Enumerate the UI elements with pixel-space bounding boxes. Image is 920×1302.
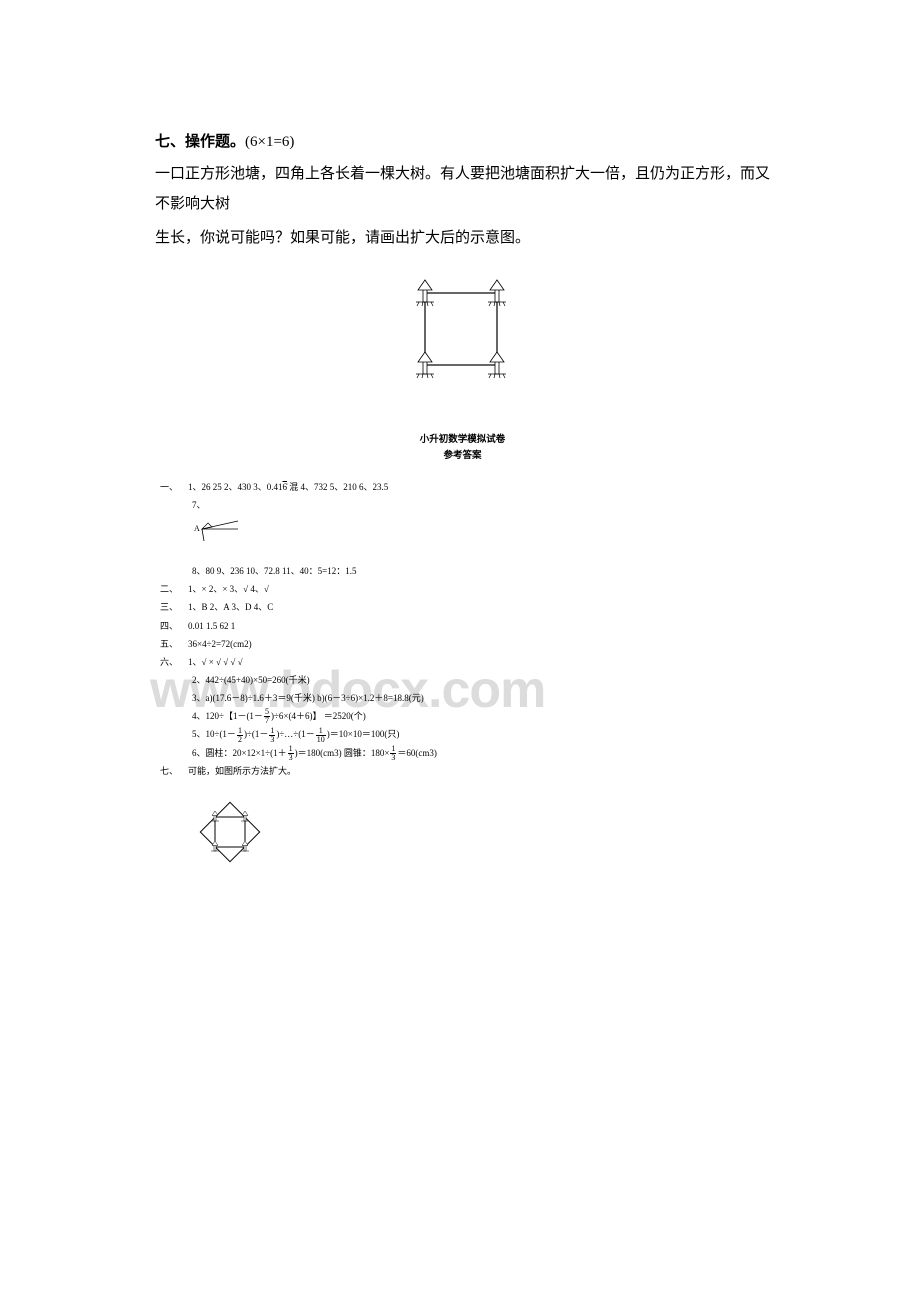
answer-3: 三、1、B 2、A 3、D 4、C <box>160 599 770 616</box>
fraction-1-3a: 13 <box>288 745 294 762</box>
section-7-header: 七、操作题。(6×1=6) <box>155 130 770 151</box>
answer-6-1: 六、1、√ × √ √ √ √ <box>160 654 770 671</box>
fraction-1-2: 12 <box>237 727 243 744</box>
answer-4-content: 0.01 1.5 62 1 <box>188 621 235 631</box>
section-7-score: (6×1=6) <box>245 134 294 150</box>
answer-4: 四、0.01 1.5 62 1 <box>160 618 770 635</box>
fraction-1-3: 13 <box>269 727 275 744</box>
answer-5-content: 36×4÷2=72(cm2) <box>188 639 252 649</box>
fraction-5-7: 57 <box>264 708 270 725</box>
fraction-1-3b: 13 <box>390 745 396 762</box>
answer-6-4: 4、120÷【1－(1－57)÷6×(4＋6)】 ＝2520(个) <box>160 708 770 725</box>
fraction-1-10: 110 <box>316 727 326 744</box>
question-line-1: 一口正方形池塘，四角上各长着一棵大树。有人要把池塘面积扩大一倍，且仍为正方形，而… <box>155 159 770 219</box>
answer-6-3: 3、a)(17.6－8)÷1.6＋3＝9(千米) b)(6－3÷6)×1.2＋8… <box>160 690 770 707</box>
answer-1-8: 8、80 9、236 10、72.8 11、40：5=12：1.5 <box>160 563 770 580</box>
section-7-title: 七、操作题。 <box>155 134 245 150</box>
answer-1-line1: 一、1、26 25 2、430 3、0.416̇ 混 4、732 5、210 6… <box>160 479 770 496</box>
section-6-label: 六、 <box>160 654 188 671</box>
square-pond-diagram <box>393 271 533 391</box>
section-5-label: 五、 <box>160 636 188 653</box>
answer-6-5c: )÷…÷(1－ <box>276 729 314 739</box>
answer-6-5b: )÷(1－ <box>244 729 268 739</box>
answer-2: 二、1、× 2、× 3、√ 4、√ <box>160 581 770 598</box>
section-3-label: 三、 <box>160 599 188 616</box>
answer-5: 五、36×4÷2=72(cm2) <box>160 636 770 653</box>
section-4-label: 四、 <box>160 618 188 635</box>
question-line-2: 生长，你说可能吗？如果可能，请画出扩大后的示意图。 <box>155 223 770 253</box>
document-content: 七、操作题。(6×1=6) 一口正方形池塘，四角上各长着一棵大树。有人要把池塘面… <box>155 130 770 884</box>
answer-6-6: 6、圆柱：20×12×1÷(1＋13)＝180(cm3) 圆锥：180×13＝6… <box>160 745 770 762</box>
answer-6-5d: )＝10×10＝100(只) <box>327 729 400 739</box>
answer-6-4a: 4、120÷【1－(1－ <box>192 711 263 721</box>
answer-key-subtitle: 参考答案 <box>155 447 770 461</box>
answer-6-2: 2、442÷(45+40)×50=260(千米) <box>160 672 770 689</box>
answer-7-content: 可能，如图所示方法扩大。 <box>188 766 296 776</box>
section-1-label: 一、 <box>160 479 188 496</box>
answer-1-1b: 混 4、732 5、210 6、23.5 <box>287 482 388 492</box>
answer-6-5: 5、10÷(1－12)÷(1－13)÷…÷(1－110)＝10×10＝100(只… <box>160 726 770 743</box>
answer-7-diagram: A <box>190 517 250 549</box>
answer-7: 七、可能，如图所示方法扩大。 <box>160 763 770 780</box>
answer-3-content: 1、B 2、A 3、D 4、C <box>188 602 273 612</box>
section-2-label: 二、 <box>160 581 188 598</box>
answer-6-5a: 5、10÷(1－ <box>192 729 236 739</box>
answer-6-6c: ＝60(cm3) <box>397 748 437 758</box>
answer-6-6a: 6、圆柱：20×12×1÷(1＋ <box>192 748 287 758</box>
answer-6-4b: )÷6×(4＋6)】 ＝2520(个) <box>271 711 366 721</box>
answer-2-content: 1、× 2、× 3、√ 4、√ <box>188 584 269 594</box>
answer-6-6b: )＝180(cm3) 圆锥：180× <box>295 748 390 758</box>
answer-6-1-content: 1、√ × √ √ √ √ <box>188 657 243 667</box>
answer-1-7: 7、 <box>160 497 770 514</box>
rotated-square-diagram <box>185 787 275 877</box>
svg-text:A: A <box>194 524 200 533</box>
section-7-label: 七、 <box>160 763 188 780</box>
answer-1-1: 1、26 25 2、430 3、0.41 <box>188 482 283 492</box>
answer-section: 一、1、26 25 2、430 3、0.416̇ 混 4、732 5、210 6… <box>155 479 770 884</box>
answer-key-title: 小升初数学模拟试卷 <box>155 431 770 445</box>
